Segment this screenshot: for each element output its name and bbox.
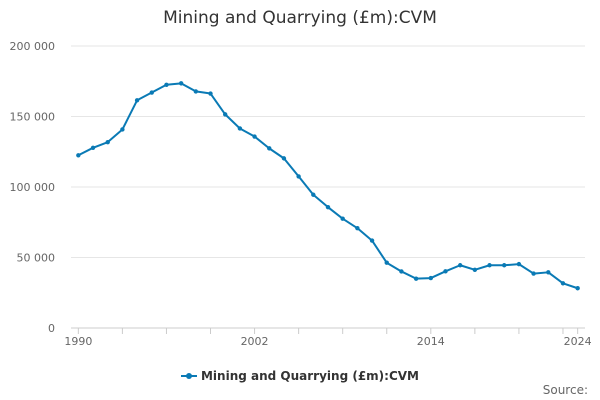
data-point[interactable] bbox=[487, 263, 492, 268]
data-point[interactable] bbox=[340, 216, 345, 221]
data-point[interactable] bbox=[252, 134, 257, 139]
data-point[interactable] bbox=[311, 192, 316, 197]
x-axis-labels: 1990 2002 2014 2024 bbox=[64, 335, 591, 348]
data-point[interactable] bbox=[546, 270, 551, 275]
source-label: Source: bbox=[542, 383, 588, 397]
data-point[interactable] bbox=[208, 91, 213, 96]
legend[interactable]: Mining and Quarrying (£m):CVM bbox=[0, 366, 600, 383]
data-point[interactable] bbox=[120, 127, 125, 132]
y-axis-labels: 0 50 000 100 000 150 000 200 000 bbox=[10, 40, 56, 335]
data-point[interactable] bbox=[223, 112, 228, 117]
data-point[interactable] bbox=[325, 204, 331, 210]
data-point[interactable] bbox=[178, 81, 184, 86]
data-point[interactable] bbox=[237, 126, 243, 131]
data-point[interactable] bbox=[560, 281, 566, 286]
data-point[interactable] bbox=[369, 238, 375, 243]
data-point[interactable] bbox=[384, 260, 389, 265]
chart-title: Mining and Quarrying (£m):CVM bbox=[163, 8, 437, 28]
legend-label: Mining and Quarrying (£m):CVM bbox=[200, 369, 419, 383]
y-tick-label: 0 bbox=[48, 322, 55, 335]
data-point[interactable] bbox=[516, 261, 522, 267]
y-tick-label: 150 000 bbox=[10, 111, 56, 124]
data-point[interactable] bbox=[399, 269, 404, 274]
data-point[interactable] bbox=[575, 286, 580, 291]
data-point[interactable] bbox=[531, 271, 536, 276]
x-tick-label: 2024 bbox=[564, 335, 592, 348]
series bbox=[76, 81, 580, 291]
y-tick-label: 200 000 bbox=[10, 40, 56, 53]
legend-item[interactable]: Mining and Quarrying (£m):CVM bbox=[180, 369, 419, 383]
data-point[interactable] bbox=[457, 263, 463, 268]
data-point[interactable] bbox=[164, 82, 169, 87]
data-point[interactable] bbox=[267, 146, 272, 151]
x-tick-label: 2002 bbox=[241, 335, 269, 348]
y-tick-label: 50 000 bbox=[17, 252, 56, 265]
x-tick-label: 1990 bbox=[64, 335, 92, 348]
data-point[interactable] bbox=[193, 89, 199, 94]
x-tick-label: 2014 bbox=[417, 335, 445, 348]
data-point[interactable] bbox=[355, 225, 360, 231]
x-axis bbox=[71, 327, 585, 334]
data-point[interactable] bbox=[76, 153, 81, 158]
data-point[interactable] bbox=[105, 139, 110, 145]
data-point[interactable] bbox=[502, 263, 507, 268]
y-tick-label: 100 000 bbox=[10, 181, 56, 194]
data-point[interactable] bbox=[443, 269, 448, 274]
gridlines bbox=[71, 45, 585, 258]
data-point[interactable] bbox=[413, 276, 419, 281]
data-point[interactable] bbox=[149, 90, 154, 95]
data-point[interactable] bbox=[428, 275, 433, 281]
data-point[interactable] bbox=[472, 267, 478, 272]
data-point[interactable] bbox=[296, 174, 301, 179]
data-point[interactable] bbox=[90, 145, 96, 151]
legend-line-icon bbox=[180, 373, 197, 379]
data-point[interactable] bbox=[134, 98, 140, 103]
data-point[interactable] bbox=[281, 156, 287, 161]
